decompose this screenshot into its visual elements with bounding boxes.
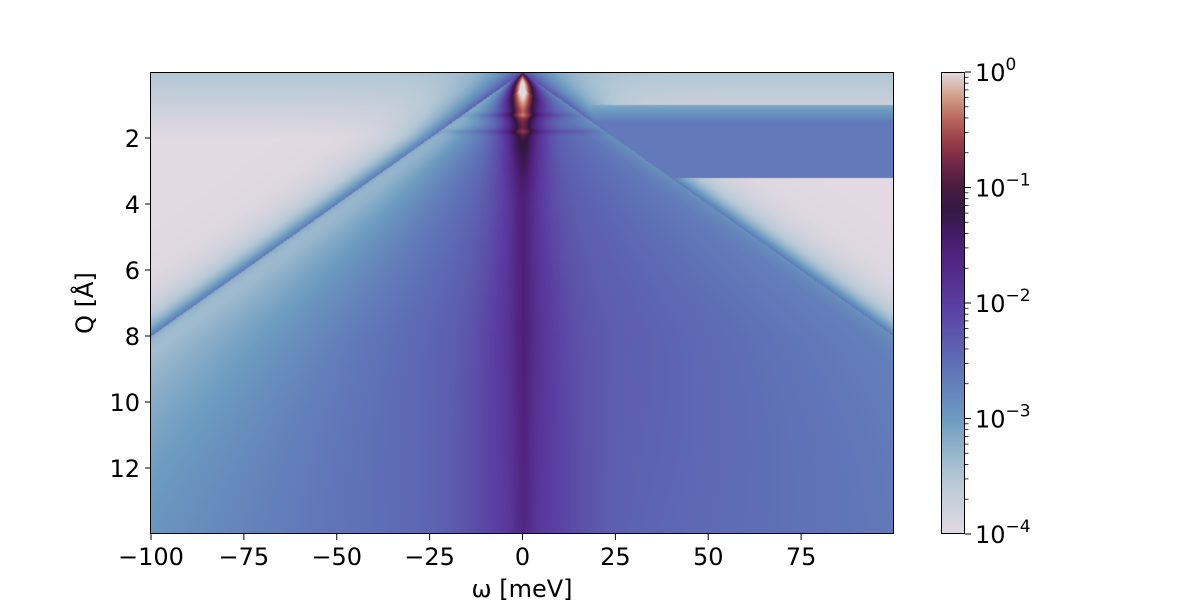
x-tick-label: −75	[219, 543, 270, 571]
plot-area: −100 −75 −50 −25 0 25 50 75 2 4 6 8 10 12	[109, 72, 894, 571]
y-tick-label: 12	[109, 455, 140, 483]
x-tick-label: 50	[693, 543, 724, 571]
y-tick-label: 2	[125, 125, 140, 153]
x-tick-label: 0	[515, 543, 530, 571]
colorbar-tick-exponent: −2	[1006, 286, 1031, 306]
colorbar-tick-base: 10	[975, 175, 1006, 203]
colorbar-tick-label: 100	[975, 55, 1016, 87]
x-tick-label: −100	[118, 543, 184, 571]
colorbar-gradient	[941, 72, 965, 534]
colorbar-tick-exponent: −3	[1006, 402, 1031, 422]
colorbar-tick-base: 10	[975, 406, 1006, 434]
y-axis-ticks: 2 4 6 8 10 12	[109, 125, 151, 483]
x-tick-label: −50	[311, 543, 362, 571]
colorbar-tick-exponent: −4	[1006, 517, 1031, 537]
heatmap-image	[151, 72, 894, 534]
x-tick-label: 75	[786, 543, 817, 571]
colorbar-tick-label: 10−2	[975, 286, 1031, 318]
y-tick-label: 8	[125, 323, 140, 351]
y-tick-label: 6	[125, 257, 140, 285]
colorbar-tick-base: 10	[975, 521, 1006, 549]
colorbar-tick-label: 10−4	[975, 517, 1031, 549]
y-tick-label: 10	[109, 389, 140, 417]
y-axis-label: Q [Å]	[70, 272, 99, 334]
y-tick-label: 4	[125, 191, 140, 219]
colorbar-tick-base: 10	[975, 290, 1006, 318]
x-axis-ticks: −100 −75 −50 −25 0 25 50 75	[118, 534, 816, 571]
colorbar-minor-ticks	[965, 76, 969, 500]
x-tick-label: −25	[404, 543, 455, 571]
colorbar-tick-label: 10−1	[975, 171, 1031, 203]
x-axis-label: ω [meV]	[471, 575, 572, 600]
colorbar-tick-base: 10	[975, 59, 1006, 87]
colorbar-tick-exponent: 0	[1006, 55, 1017, 75]
plot-frame	[150, 72, 894, 534]
colorbar-tick-label: 10−3	[975, 402, 1031, 434]
x-tick-label: 25	[600, 543, 631, 571]
colorbar-tick-exponent: −1	[1006, 171, 1031, 191]
